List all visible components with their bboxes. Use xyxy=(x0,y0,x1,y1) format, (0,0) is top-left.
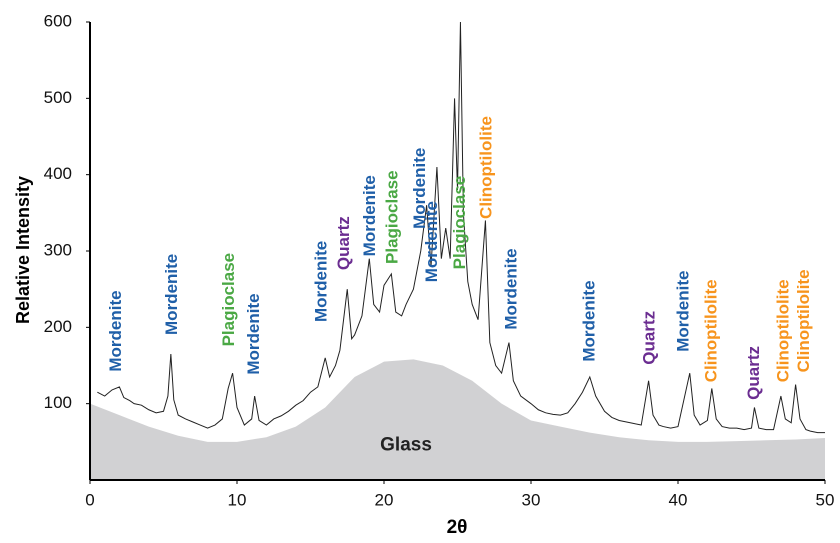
xrd-line xyxy=(97,22,825,434)
peak-label: Mordenite xyxy=(360,175,379,256)
x-tick-label: 30 xyxy=(522,490,541,509)
peak-label: Clinoptilolite xyxy=(476,116,495,219)
y-axis-label: Relative Intensity xyxy=(13,176,33,324)
peak-label: Quartz xyxy=(334,216,353,270)
peak-label: Clinoptilolite xyxy=(794,269,813,372)
peak-label: Mordenite xyxy=(106,290,125,371)
y-tick-label: 300 xyxy=(44,240,72,259)
peak-label: Mordenite xyxy=(244,293,263,374)
peak-label: Mordenite xyxy=(422,201,441,282)
peak-label: Mordenite xyxy=(410,148,429,229)
peak-label: Quartz xyxy=(640,311,659,365)
peak-label: Mordenite xyxy=(312,241,331,322)
peak-label: Clinoptilolite xyxy=(773,279,792,382)
peak-label: Clinoptilolite xyxy=(701,279,720,382)
peak-label: Mordenite xyxy=(162,254,181,335)
y-tick-label: 500 xyxy=(44,88,72,107)
x-tick-label: 40 xyxy=(669,490,688,509)
annotation-layer: Mordenite Mordenite Plagioclase MordeniteMo… xyxy=(106,116,813,400)
peak-label: Plagioclase xyxy=(219,253,238,347)
area-layer: Glass xyxy=(90,359,825,480)
y-tick-label: 100 xyxy=(44,393,72,412)
x-tick-label: 20 xyxy=(375,490,394,509)
peak-label: Plagioclase xyxy=(450,176,469,270)
x-tick-label: 50 xyxy=(816,490,835,509)
area-label: Glass xyxy=(380,435,432,456)
x-tick-label: 0 xyxy=(85,490,94,509)
y-tick-label: 400 xyxy=(44,164,72,183)
peak-label: Mordenite xyxy=(501,248,520,329)
line-layer xyxy=(97,22,825,434)
peak-label: Mordenite xyxy=(673,271,692,352)
x-axis-label: 2θ xyxy=(447,517,468,538)
y-tick-label: 600 xyxy=(44,11,72,30)
peak-label: Plagioclase xyxy=(382,170,401,264)
x-tick-label: 10 xyxy=(228,490,247,509)
glass-area xyxy=(90,359,825,480)
y-tick-label: 200 xyxy=(44,317,72,336)
peak-label: Quartz xyxy=(744,346,763,400)
peak-label: Mordenite xyxy=(579,280,598,361)
